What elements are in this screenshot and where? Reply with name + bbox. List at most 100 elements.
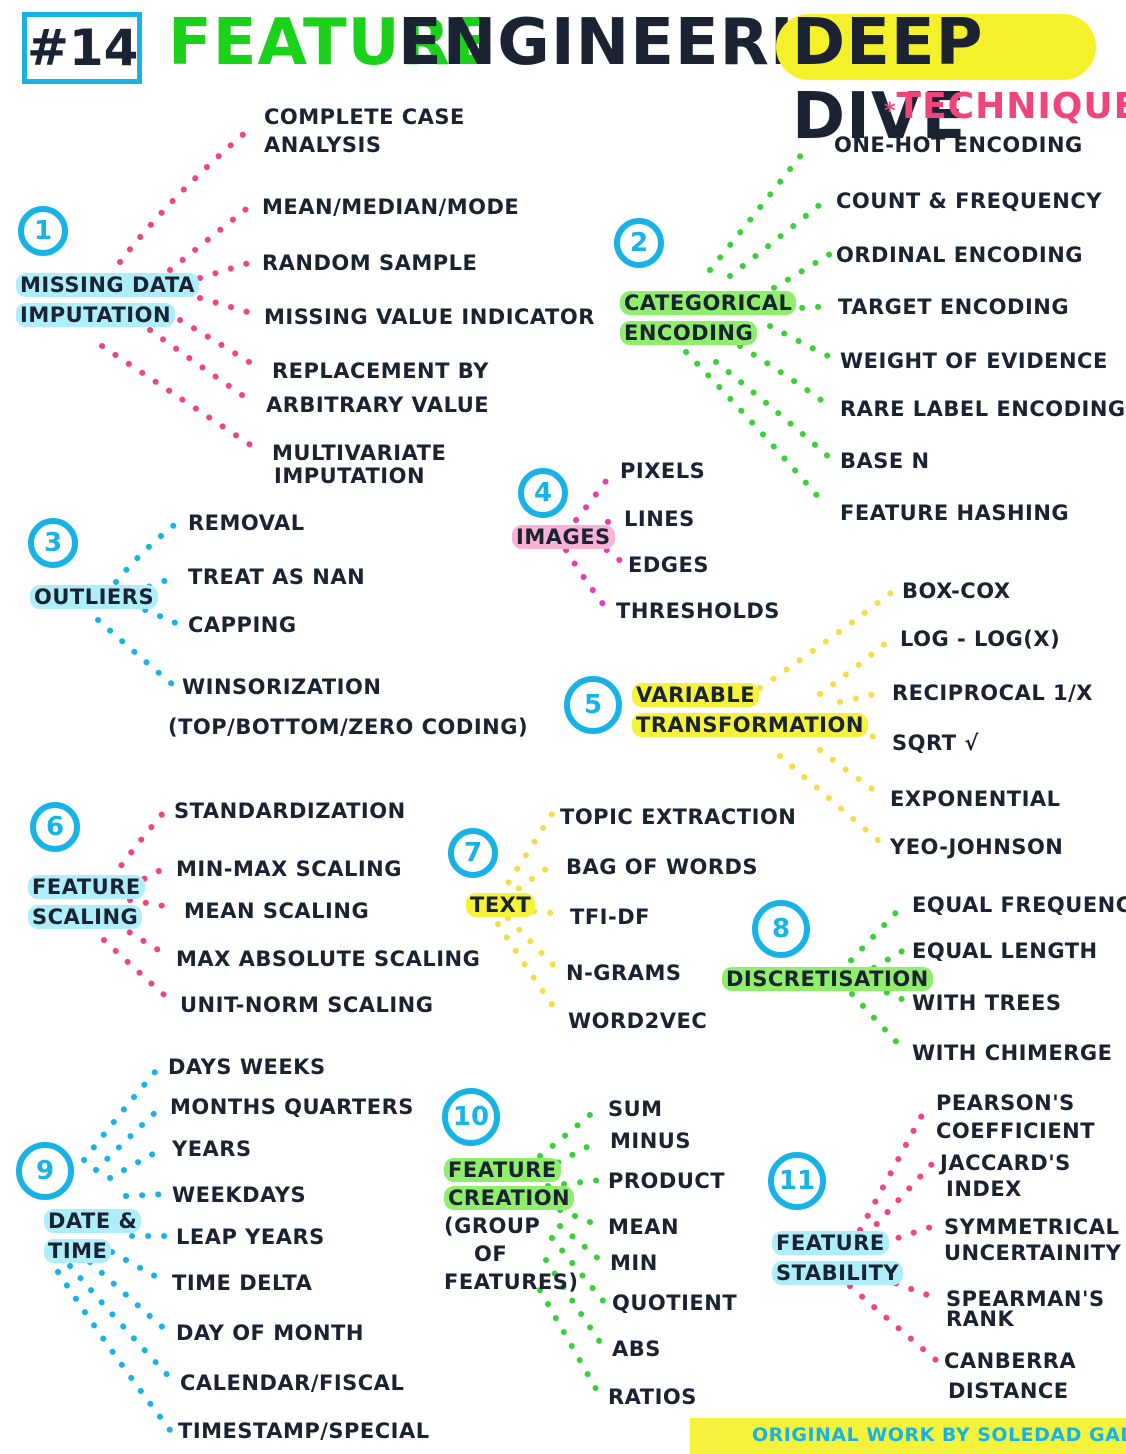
- s1-item-complete-case: Complete case: [264, 105, 465, 129]
- dotted-connector-section-9: [107, 1145, 167, 1181]
- title-highlight: [776, 14, 1096, 80]
- s1-item-random-sample: Random sample: [262, 251, 478, 275]
- s11-item-coefficient: coefficient: [936, 1119, 1096, 1143]
- section-1-label-line1: Missing Data: [16, 273, 199, 297]
- section-5-label: Variable Transformation: [632, 680, 868, 740]
- title-word-deep-dive: Deep Dive: [792, 6, 984, 154]
- dotted-connector-section-2: [727, 195, 831, 279]
- section-9-label-line1: Date &: [44, 1209, 142, 1233]
- dotted-connector-section-1: [197, 259, 255, 281]
- section-5-label-line1: Variable: [632, 683, 760, 707]
- section-6-label-line2: Scaling: [28, 905, 143, 929]
- s2-item-feature-hashing: Feature hashing: [840, 501, 1070, 525]
- dotted-connector-section-9: [81, 1063, 163, 1163]
- dotted-connector-section-3: [113, 519, 181, 585]
- section-9-number: 9: [16, 1142, 74, 1200]
- s2-item-ordinal: Ordinal encoding: [836, 243, 1084, 267]
- section-7-label: Text: [466, 890, 536, 920]
- dotted-connector-section-9: [87, 1259, 171, 1335]
- s4-item-lines: Lines: [624, 507, 695, 531]
- s1-item-mean-median-mode: Mean/Median/Mode: [262, 195, 520, 219]
- dotted-connector-section-11: [865, 1223, 937, 1251]
- dotted-connector-section-3: [95, 617, 175, 687]
- section-6-label: Feature Scaling: [28, 872, 145, 932]
- s6-item-standardization: Standardization: [174, 799, 406, 823]
- section-2-number: 2: [614, 218, 664, 268]
- s2-item-count-frequency: Count & frequency: [836, 189, 1102, 213]
- s7-item-bag-of-words: Bag of words: [566, 855, 759, 879]
- section-9-label: Date & Time: [44, 1206, 142, 1266]
- section-10-label-line2: Creation: [444, 1186, 575, 1210]
- s5-item-yeo-johnson: Yeo-Johnson: [890, 835, 1064, 859]
- section-5-number: 5: [564, 676, 622, 734]
- s8-item-equal-frequency: Equal frequency: [912, 893, 1126, 917]
- s2-item-base-n: Base N: [840, 449, 930, 473]
- s6-item-unit-norm: Unit-norm scaling: [180, 993, 434, 1017]
- section-10-label-line4: of: [474, 1242, 508, 1266]
- s10-item-minus: Minus: [610, 1129, 691, 1153]
- s9-item-days-weeks: Days weeks: [168, 1055, 326, 1079]
- section-7-label-line1: Text: [466, 893, 536, 917]
- dotted-connector-section-6: [109, 809, 167, 881]
- section-11-label-line1: Feature: [772, 1231, 889, 1255]
- section-10-number: 10: [442, 1088, 500, 1146]
- s11-item-jaccards: Jaccard's: [940, 1151, 1071, 1175]
- s10-item-ratios: Ratios: [608, 1385, 697, 1409]
- s9-item-time-delta: Time delta: [172, 1271, 313, 1295]
- s3-item-top-bottom-zero: (top/bottom/zero coding): [168, 715, 529, 739]
- s11-item-distance: distance: [948, 1379, 1069, 1403]
- section-8-number: 8: [752, 900, 810, 958]
- s5-item-log: Log - log(x): [900, 627, 1061, 651]
- section-8-label: Discretisation: [722, 964, 933, 994]
- title-number-badge: #14: [22, 12, 142, 84]
- section-2-label: Categorical Encoding: [620, 288, 797, 348]
- dotted-connector-section-10: [543, 1257, 607, 1351]
- section-5-label-line2: Transformation: [632, 713, 868, 737]
- section-4-label-line1: Images: [512, 525, 615, 549]
- section-7-number: 7: [448, 828, 498, 878]
- s6-item-mean-scaling: Mean scaling: [184, 899, 370, 923]
- dotted-connector-section-2: [683, 349, 829, 509]
- dotted-connector-section-11: [857, 1101, 931, 1233]
- dotted-connector-section-2: [707, 143, 811, 273]
- section-3-number: 3: [28, 518, 78, 568]
- s4-item-pixels: Pixels: [620, 459, 706, 483]
- dotted-connector-section-9: [55, 1269, 173, 1433]
- dotted-connector-section-5: [817, 635, 895, 697]
- s2-item-rare-label: Rare label encoding: [840, 397, 1126, 421]
- s5-item-exponential: Exponential: [890, 787, 1061, 811]
- dotted-connector-section-7: [495, 921, 563, 1019]
- s11-item-symmetrical: Symmetrical: [944, 1215, 1120, 1239]
- section-6-number: 6: [30, 802, 80, 852]
- s2-item-one-hot: One-hot encoding: [834, 133, 1083, 157]
- dotted-connector-section-5: [757, 589, 895, 691]
- s7-item-topic-extraction: Topic extraction: [560, 805, 797, 829]
- s6-item-max-absolute: Max absolute scaling: [176, 947, 481, 971]
- section-3-label: Outliers: [30, 582, 159, 612]
- section-2-label-line1: Categorical: [620, 291, 797, 315]
- dotted-connector-section-2: [737, 343, 835, 411]
- s3-item-removal: Removal: [188, 511, 305, 535]
- dotted-connector-section-4: [563, 547, 609, 611]
- dotted-connector-section-1: [147, 327, 255, 405]
- dotted-connector-section-9: [67, 1263, 177, 1385]
- dotted-connector-section-9: [93, 1103, 165, 1173]
- section-11-label-line2: Stability: [772, 1261, 904, 1285]
- section-8-label-line1: Discretisation: [722, 967, 933, 991]
- section-1-label-line2: Imputation: [16, 303, 176, 327]
- dotted-connector-section-1: [167, 203, 253, 273]
- footer-credit: Original work by Soledad Galli: [752, 1424, 1126, 1446]
- s5-item-box-cox: Box-Cox: [902, 579, 1011, 603]
- s7-item-tfidf: TFI-DF: [570, 905, 650, 929]
- dotted-connector-section-8: [849, 991, 907, 1053]
- dotted-connector-section-10: [537, 1105, 601, 1159]
- dotted-connector-section-7: [497, 811, 555, 899]
- dotted-connector-section-4: [573, 467, 617, 523]
- s8-item-with-chimerge: With ChiMerge: [912, 1041, 1113, 1065]
- s2-item-target: Target encoding: [838, 295, 1070, 319]
- dotted-connector-section-9: [123, 1191, 169, 1199]
- s10-item-min: Min: [610, 1251, 658, 1275]
- section-11-label: Feature Stability: [772, 1228, 904, 1288]
- star-left: *: [884, 99, 897, 124]
- section-11-number: 11: [768, 1152, 826, 1210]
